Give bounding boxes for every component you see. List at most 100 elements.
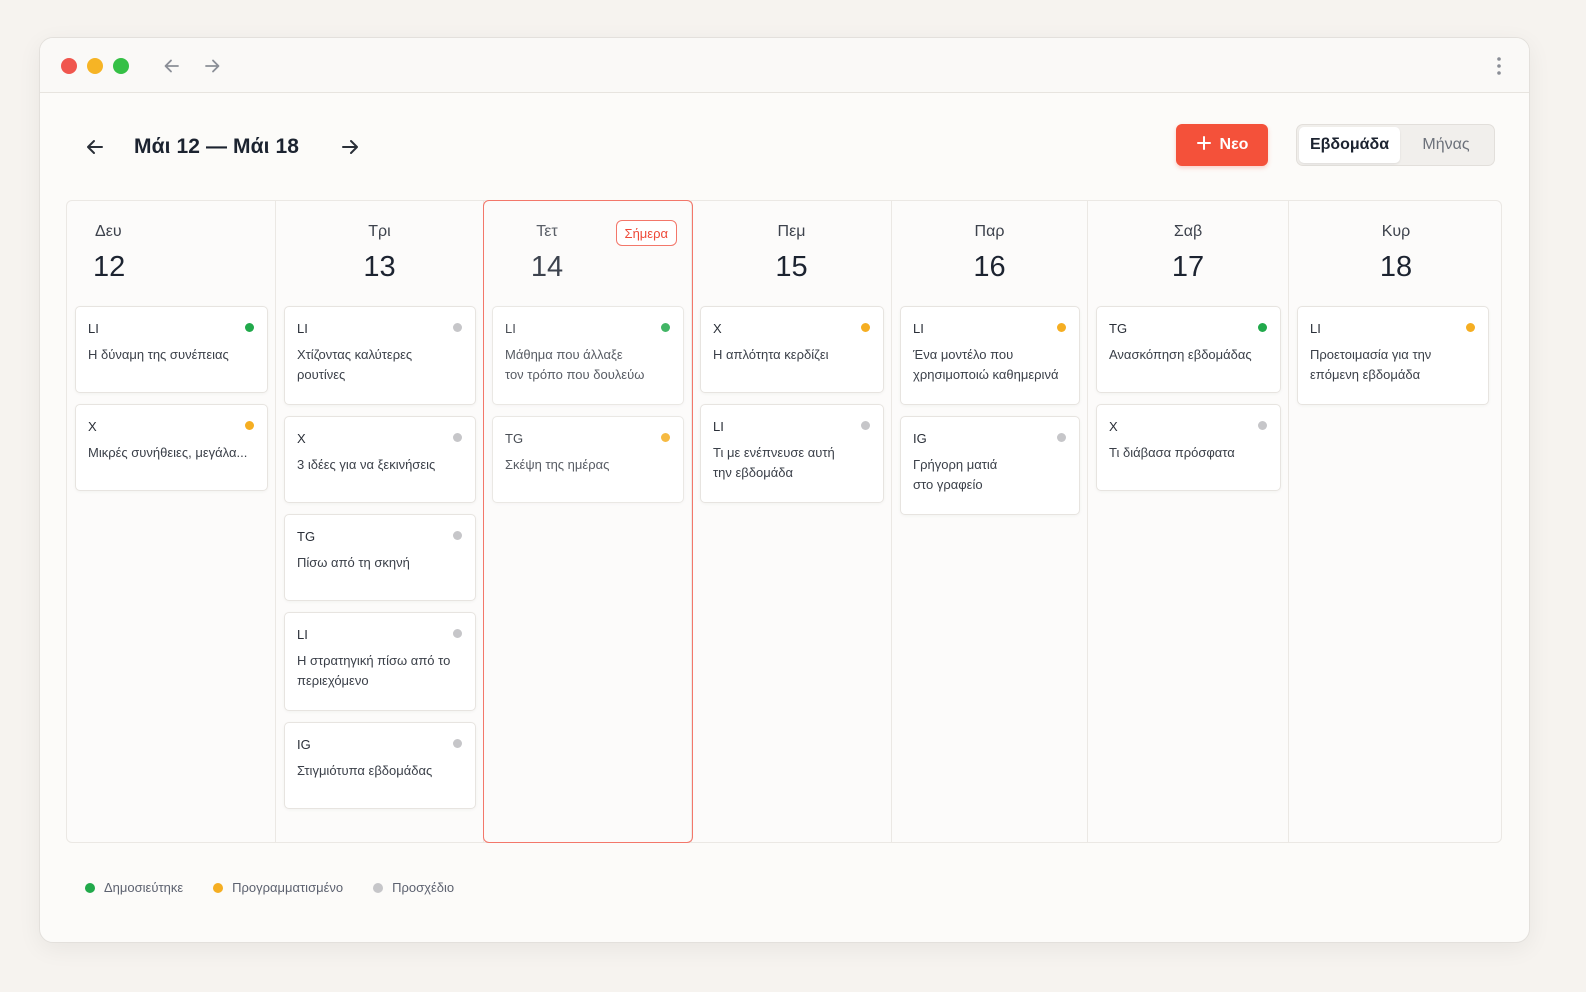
post-title: Η απλότητα κερδίζει — [713, 347, 829, 362]
browser-forward-arrow-icon[interactable] — [198, 52, 226, 80]
day-header: Τρι 13 — [276, 201, 483, 306]
status-dot-icon — [453, 629, 462, 638]
post-card[interactable]: TG Σκέψη της ημέρας — [492, 416, 684, 503]
post-title: Τι διάβασα πρόσφατα — [1109, 445, 1235, 460]
next-week-arrow-icon[interactable] — [335, 132, 365, 162]
platform-label: TG — [297, 529, 316, 544]
legend-item: Δημοσιεύτηκε — [85, 880, 183, 895]
platform-label: X — [88, 419, 97, 434]
status-dot-icon — [85, 882, 95, 893]
status-dot-icon — [1057, 323, 1066, 332]
day-number: 12 — [93, 251, 126, 283]
post-title: Στιγμιότυπα εβδομάδας — [297, 763, 433, 778]
month-view-button[interactable]: Μήνας — [1422, 136, 1470, 153]
close-window-button[interactable] — [61, 58, 77, 74]
post-title: Σκέψη της ημέρας — [505, 457, 610, 472]
status-dot-icon — [373, 882, 384, 893]
plus-icon — [1196, 135, 1212, 156]
post-title: Τι με ενέπνευσε αυτή την εβδομάδα — [713, 445, 835, 480]
post-card[interactable]: IG Στιγμιότυπα εβδομάδας — [284, 722, 476, 809]
today-badge: Σήμερα — [615, 220, 677, 246]
day-of-week-label: Σαβ — [1173, 223, 1203, 240]
previous-week-arrow-icon[interactable] — [80, 132, 110, 162]
platform-label: LI — [713, 419, 724, 434]
post-title: Η στρατηγική πίσω από το περιεχόμενο — [297, 653, 451, 688]
legend-item: Προσχέδιο — [373, 880, 454, 895]
post-title: Ένα μοντέλο που χρησιμοποιώ καθημερινά — [913, 347, 1059, 382]
status-dot-icon — [453, 739, 462, 748]
day-number: 15 — [775, 251, 808, 283]
status-legend: Δημοσιεύτηκε Προγραμματισμένο Προσχέδιο — [85, 880, 454, 895]
day-number: 13 — [363, 251, 396, 283]
day-column: Κυρ 18 LI Προετοιμασία για την επόμενη εβδο… — [1289, 201, 1503, 842]
status-dot-icon — [245, 323, 254, 332]
legend-label: Δημοσιεύτηκε — [104, 880, 184, 895]
post-card[interactable]: LI Η δύναμη της συνέπειας — [75, 306, 268, 393]
post-card[interactable]: X Μικρές συνήθειες, μεγάλα... — [75, 404, 268, 491]
status-dot-icon — [245, 421, 254, 430]
post-card[interactable]: LI Τι με ενέπνευσε αυτή την εβδομάδα — [700, 404, 884, 503]
week-grid: Δευ 12 LI Η δύναμη της συνέπειας X Μικρές συν… — [66, 200, 1502, 843]
day-column: Παρ 16 LI Ένα μοντέλο που χρησιμοποιώ καθημ… — [892, 201, 1088, 842]
status-dot-icon — [1057, 433, 1066, 442]
post-card[interactable]: TG Ανασκόπηση εβδομάδας — [1096, 306, 1281, 393]
legend-item: Προγραμματισμένο — [213, 880, 343, 895]
day-of-week-label: Τρι — [368, 223, 391, 240]
post-title: Ανασκόπηση εβδομάδας — [1109, 347, 1252, 362]
view-switcher: Εβδομάδα Μήνας — [1296, 124, 1495, 166]
week-view-button[interactable]: Εβδομάδα — [1299, 127, 1400, 163]
status-dot-icon — [1258, 323, 1267, 332]
day-column: Σαβ 17 TG Ανασκόπηση εβδομάδας X Τι διάβασα π… — [1088, 201, 1289, 842]
day-number: 18 — [1379, 251, 1413, 283]
platform-label: LI — [1310, 321, 1321, 336]
post-card[interactable]: TG Πίσω από τη σκηνή — [284, 514, 476, 601]
day-column: Δευ 12 LI Η δύναμη της συνέπειας X Μικρές συν… — [67, 201, 276, 842]
post-card[interactable]: IG Γρήγορη ματιά στο γραφείο — [900, 416, 1080, 515]
status-dot-icon — [453, 531, 462, 540]
post-card[interactable]: X 3 ιδέες για να ξεκινήσεις — [284, 416, 476, 503]
platform-label: X — [1109, 419, 1118, 434]
day-of-week-label: Δευ — [95, 223, 122, 240]
new-post-button[interactable]: Νεο — [1176, 124, 1268, 166]
post-card[interactable]: LI Η στρατηγική πίσω από το περιεχόμενο — [284, 612, 476, 711]
post-card[interactable]: X Η απλότητα κερδίζει — [700, 306, 884, 393]
day-column: Τετ 14 LI Μάθημα που άλλαξε τον τρόπο που δ… — [484, 201, 692, 842]
day-header: Δευ 12 — [67, 201, 275, 306]
platform-label: X — [297, 431, 306, 446]
minimize-window-button[interactable] — [87, 58, 103, 74]
calendar-toolbar: Μάι 12 — Μάι 18 Νεο Εβδομάδα Μήνας — [40, 94, 1529, 199]
platform-label: LI — [297, 321, 308, 336]
platform-label: IG — [913, 431, 927, 446]
day-column: Τρι 13 LI Χτίζοντας καλύτερες ρουτίνες X 3 ιδ… — [276, 201, 484, 842]
maximize-window-button[interactable] — [113, 58, 129, 74]
post-title: Η δύναμη της συνέπειας — [88, 347, 229, 362]
status-dot-icon — [213, 882, 224, 893]
platform-label: LI — [297, 627, 308, 642]
day-of-week-label: Παρ — [974, 223, 1005, 240]
post-card[interactable]: X Τι διάβασα πρόσφατα — [1096, 404, 1281, 491]
post-title: Χτίζοντας καλύτερες ρουτίνες — [297, 347, 413, 382]
new-post-label: Νεο — [1219, 136, 1249, 153]
platform-label: TG — [505, 431, 524, 446]
platform-label: TG — [1109, 321, 1128, 336]
post-card[interactable]: LI Χτίζοντας καλύτερες ρουτίνες — [284, 306, 476, 405]
day-column: Πεμ 15 X Η απλότητα κερδίζει LI Τι με ενέπνευ… — [692, 201, 892, 842]
browser-back-arrow-icon[interactable] — [158, 52, 186, 80]
platform-label: LI — [913, 321, 924, 336]
post-card[interactable]: LI Ένα μοντέλο που χρησιμοποιώ καθημερινά — [900, 306, 1080, 405]
platform-label: LI — [88, 321, 99, 336]
post-title: Μάθημα που άλλαξε τον τρόπο που δουλεύω — [505, 347, 645, 382]
post-title: Προετοιμασία για την επόμενη εβδομάδα — [1310, 347, 1432, 382]
status-dot-icon — [661, 433, 670, 442]
post-card[interactable]: LI Μάθημα που άλλαξε τον τρόπο που δουλεύ… — [492, 306, 684, 405]
status-dot-icon — [1466, 323, 1475, 332]
post-title: Γρήγορη ματιά στο γραφείο — [913, 457, 998, 492]
status-dot-icon — [453, 433, 462, 442]
platform-label: IG — [297, 737, 311, 752]
post-card[interactable]: LI Προετοιμασία για την επόμενη εβδομάδα — [1297, 306, 1489, 405]
more-options-icon[interactable] — [1487, 52, 1511, 80]
platform-label: LI — [505, 321, 516, 336]
day-header: Σαβ 17 — [1088, 201, 1288, 306]
today-column-highlight: Σήμερα — [483, 200, 693, 843]
day-of-week-label: Τετ — [536, 223, 558, 240]
